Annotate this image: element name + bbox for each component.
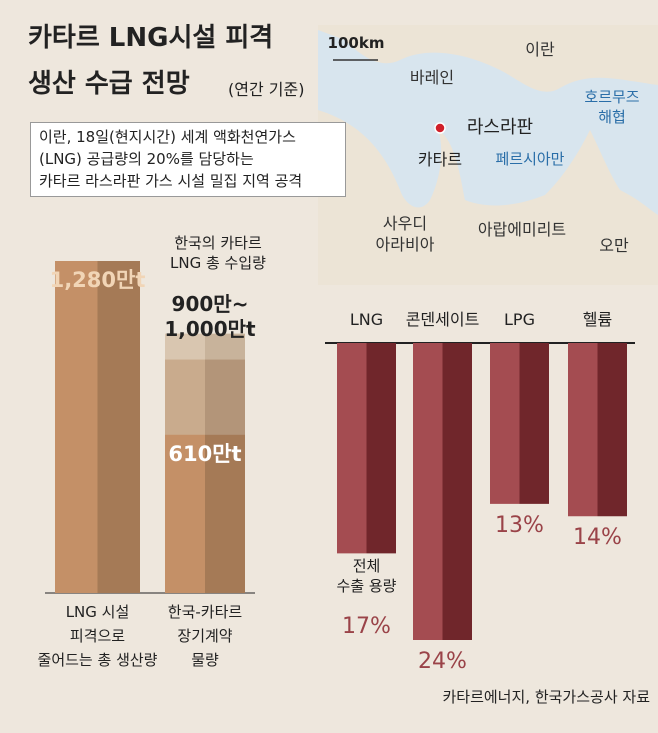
value-label: 610만t <box>168 441 242 466</box>
range-label: 900만~ 1,000만t <box>164 292 256 341</box>
bar <box>55 261 140 593</box>
value-label: 1,280만t <box>49 268 146 292</box>
map-land <box>318 110 658 285</box>
value-label: 14% <box>573 525 622 551</box>
x-label: LNG 시설 피격으로 줄어드는 총 생산량 <box>37 603 158 669</box>
map-label: 페르시아만 <box>495 150 565 168</box>
bar <box>165 434 245 593</box>
x-label: 콘덴세이트 <box>405 310 480 329</box>
map-label: 사우디 아라비아 <box>375 214 435 254</box>
source: 카타르에너지, 한국가스공사 자료 <box>442 688 650 706</box>
bar <box>413 343 472 640</box>
annotation: 한국의 카타르 LNG 총 수입량 <box>170 234 266 272</box>
map-label: 바레인 <box>409 68 455 87</box>
map-scale: 100km <box>327 34 385 52</box>
location-dot <box>434 122 446 134</box>
value-label: 17% <box>342 614 391 640</box>
x-label: LNG <box>349 310 384 329</box>
bar <box>490 343 549 504</box>
x-label: 헬륨 <box>582 310 613 329</box>
x-label: 한국-카타르 장기계약 물량 <box>167 603 243 669</box>
note: 이란, 18일(현지시간) 세계 액화천연가스 (LNG) 공급량의 20%를 … <box>30 122 346 198</box>
map-label: 이란 <box>525 40 555 59</box>
bar <box>337 343 396 554</box>
map <box>318 25 658 285</box>
map-label: 라스라판 <box>466 117 534 138</box>
title: 생산 수급 전망 <box>28 69 190 99</box>
map-label: 호르무즈 해협 <box>584 88 640 126</box>
map-land <box>318 25 658 92</box>
map-label: 카타르 <box>417 150 463 169</box>
subtitle: (연간 기준) <box>228 80 305 99</box>
value-label: 13% <box>495 512 544 538</box>
bar <box>568 343 627 517</box>
map-label: 아랍에미리트 <box>477 220 567 239</box>
x-label: LPG <box>504 310 535 329</box>
annotation: 전체 수출 용량 <box>336 557 397 595</box>
title: 카타르 LNG시설 피격 <box>28 23 274 53</box>
value-label: 24% <box>418 649 467 674</box>
map-label: 오만 <box>599 236 629 255</box>
